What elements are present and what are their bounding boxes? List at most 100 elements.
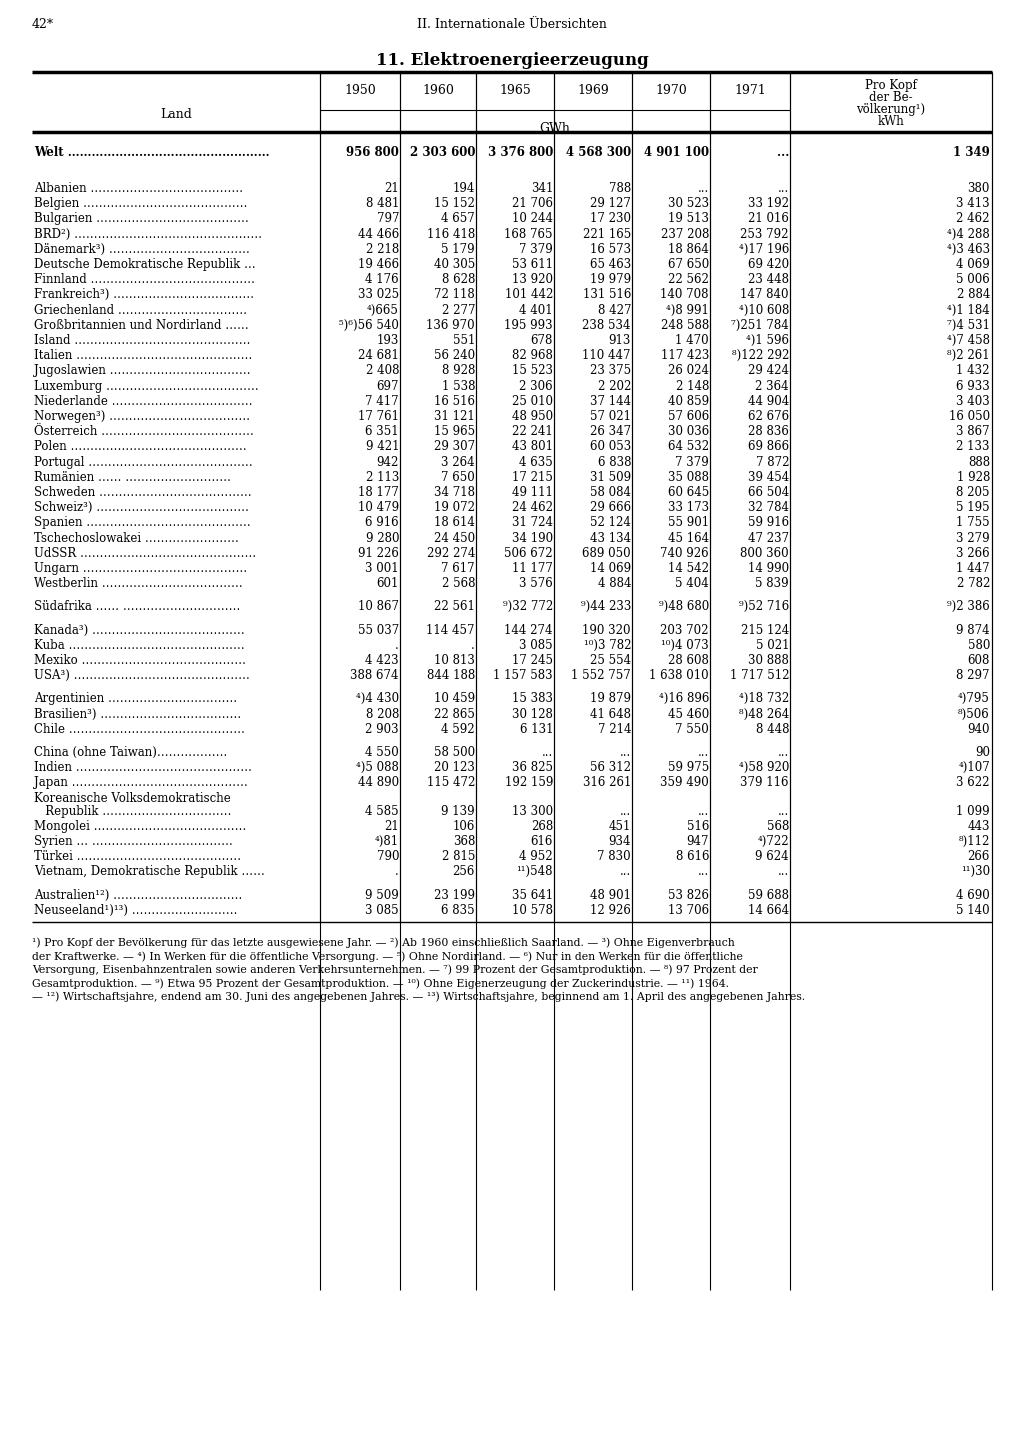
- Text: 4 585: 4 585: [366, 804, 399, 817]
- Text: 740 926: 740 926: [660, 547, 709, 560]
- Text: 18 177: 18 177: [358, 486, 399, 499]
- Text: ¹⁰)3 782: ¹⁰)3 782: [584, 639, 631, 652]
- Text: 4 690: 4 690: [956, 888, 990, 901]
- Text: 1950: 1950: [344, 83, 376, 96]
- Text: 10 867: 10 867: [358, 600, 399, 613]
- Text: 44 890: 44 890: [357, 777, 399, 790]
- Text: 844 188: 844 188: [427, 669, 475, 682]
- Text: 368: 368: [453, 835, 475, 848]
- Text: 3 403: 3 403: [956, 394, 990, 407]
- Text: Portugal ……………………………………: Portugal ……………………………………: [34, 456, 253, 469]
- Text: 34 718: 34 718: [434, 486, 475, 499]
- Text: 13 706: 13 706: [668, 904, 709, 917]
- Text: ⁴)7 458: ⁴)7 458: [947, 334, 990, 347]
- Text: ...: ...: [620, 745, 631, 758]
- Text: 256: 256: [453, 865, 475, 878]
- Text: 14 069: 14 069: [590, 563, 631, 576]
- Text: 292 274: 292 274: [427, 547, 475, 560]
- Text: 248 588: 248 588: [660, 319, 709, 332]
- Text: 19 979: 19 979: [590, 273, 631, 286]
- Text: ⁴)795: ⁴)795: [958, 692, 990, 705]
- Text: 316 261: 316 261: [583, 777, 631, 790]
- Text: 19 513: 19 513: [668, 213, 709, 226]
- Text: ...: ...: [776, 145, 790, 158]
- Text: 64 532: 64 532: [668, 440, 709, 453]
- Text: 788: 788: [608, 181, 631, 196]
- Text: 2 568: 2 568: [441, 577, 475, 590]
- Text: 17 230: 17 230: [590, 213, 631, 226]
- Text: 4 176: 4 176: [366, 273, 399, 286]
- Text: 28 608: 28 608: [668, 653, 709, 668]
- Text: 41 648: 41 648: [590, 708, 631, 721]
- Text: 2 303 600: 2 303 600: [410, 145, 475, 158]
- Text: 101 442: 101 442: [505, 288, 553, 301]
- Text: ⁵)⁶)56 540: ⁵)⁶)56 540: [339, 319, 399, 332]
- Text: 608: 608: [968, 653, 990, 668]
- Text: Ungarn ……………………………………: Ungarn ……………………………………: [34, 563, 247, 576]
- Text: 10 479: 10 479: [357, 501, 399, 514]
- Text: 59 916: 59 916: [748, 517, 790, 530]
- Text: 11. Elektroenergieerzeugung: 11. Elektroenergieerzeugung: [376, 52, 648, 69]
- Text: 888: 888: [968, 456, 990, 469]
- Text: Island ………………………………………: Island ………………………………………: [34, 334, 251, 347]
- Text: 22 561: 22 561: [434, 600, 475, 613]
- Text: 24 462: 24 462: [512, 501, 553, 514]
- Text: 7 379: 7 379: [519, 243, 553, 256]
- Text: 678: 678: [530, 334, 553, 347]
- Text: 2 782: 2 782: [956, 577, 990, 590]
- Text: 3 264: 3 264: [441, 456, 475, 469]
- Text: Niederlande ………………………………: Niederlande ………………………………: [34, 394, 253, 407]
- Text: 20 123: 20 123: [434, 761, 475, 774]
- Text: 237 208: 237 208: [660, 227, 709, 240]
- Text: Republik ……………………………: Republik ……………………………: [34, 804, 231, 817]
- Text: 12 926: 12 926: [590, 904, 631, 917]
- Text: 956 800: 956 800: [346, 145, 399, 158]
- Text: 19 879: 19 879: [590, 692, 631, 705]
- Text: Westberlin ………………………………: Westberlin ………………………………: [34, 577, 243, 590]
- Text: 57 606: 57 606: [668, 410, 709, 423]
- Text: 934: 934: [608, 835, 631, 848]
- Text: 1 470: 1 470: [676, 334, 709, 347]
- Text: ⁴)10 608: ⁴)10 608: [738, 304, 790, 317]
- Text: 53 826: 53 826: [668, 888, 709, 901]
- Text: 45 164: 45 164: [668, 531, 709, 544]
- Text: Rumänien …… ………………………: Rumänien …… ………………………: [34, 471, 231, 484]
- Text: ⁴)1 184: ⁴)1 184: [947, 304, 990, 317]
- Text: ...: ...: [697, 865, 709, 878]
- Text: GWh: GWh: [540, 122, 570, 135]
- Text: 29 666: 29 666: [590, 501, 631, 514]
- Text: 3 413: 3 413: [956, 197, 990, 210]
- Text: 8 616: 8 616: [676, 850, 709, 863]
- Text: ⁴)3 463: ⁴)3 463: [947, 243, 990, 256]
- Text: Land: Land: [160, 108, 191, 121]
- Text: 140 708: 140 708: [660, 288, 709, 301]
- Text: Südafrika …… …………………………: Südafrika …… …………………………: [34, 600, 241, 613]
- Text: ⁸)122 292: ⁸)122 292: [731, 350, 790, 363]
- Text: Italien ………………………………………: Italien ………………………………………: [34, 350, 252, 363]
- Text: 5 839: 5 839: [756, 577, 790, 590]
- Text: ⁴)722: ⁴)722: [758, 835, 790, 848]
- Text: 4 401: 4 401: [519, 304, 553, 317]
- Text: 1971: 1971: [734, 83, 766, 96]
- Text: 72 118: 72 118: [434, 288, 475, 301]
- Text: Neuseeland¹)¹³) ………………………: Neuseeland¹)¹³) ………………………: [34, 904, 238, 917]
- Text: .: .: [395, 639, 399, 652]
- Text: ...: ...: [697, 804, 709, 817]
- Text: 11 177: 11 177: [512, 563, 553, 576]
- Text: Kuba ………………………………………: Kuba ………………………………………: [34, 639, 245, 652]
- Text: ...: ...: [697, 745, 709, 758]
- Text: 18 864: 18 864: [668, 243, 709, 256]
- Text: 60 645: 60 645: [668, 486, 709, 499]
- Text: 28 836: 28 836: [749, 425, 790, 439]
- Text: 33 192: 33 192: [748, 197, 790, 210]
- Text: 253 792: 253 792: [740, 227, 790, 240]
- Text: 16 516: 16 516: [434, 394, 475, 407]
- Text: Mongolei …………………………………: Mongolei …………………………………: [34, 820, 247, 833]
- Text: Albanien …………………………………: Albanien …………………………………: [34, 181, 243, 196]
- Text: 5 195: 5 195: [956, 501, 990, 514]
- Text: ⁴)16 896: ⁴)16 896: [658, 692, 709, 705]
- Text: 1 552 757: 1 552 757: [571, 669, 631, 682]
- Text: Versorgung, Eisenbahnzentralen sowie anderen Verkehrsunternehmen. — ⁷) 99 Prozen: Versorgung, Eisenbahnzentralen sowie and…: [32, 966, 758, 976]
- Text: 1 432: 1 432: [956, 364, 990, 377]
- Text: Japan ………………………………………: Japan ………………………………………: [34, 777, 248, 790]
